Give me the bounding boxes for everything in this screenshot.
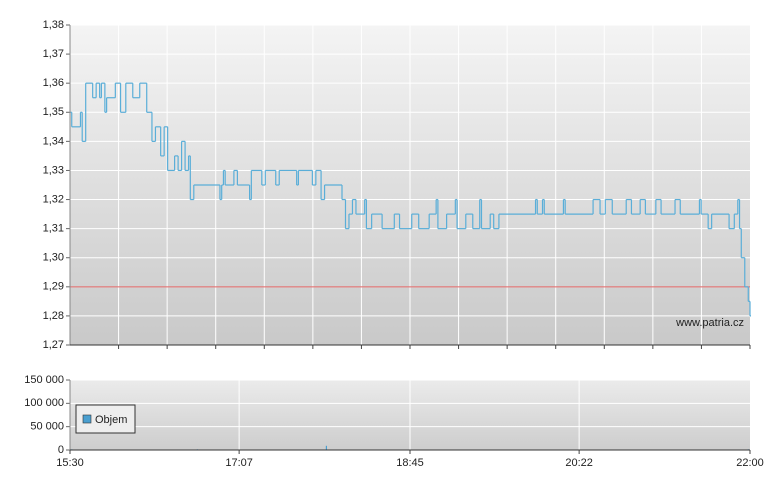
y-tick-label: 1,32 — [43, 193, 64, 205]
y-tick-label: 1,27 — [43, 339, 64, 351]
y-tick-label: 1,34 — [43, 135, 64, 147]
y-tick-label: 1,28 — [43, 310, 64, 322]
y-tick-label: 1,36 — [43, 77, 64, 89]
x-tick-label: 22:00 — [736, 457, 764, 469]
x-tick-label: 17:07 — [225, 457, 253, 469]
y-tick-label: 50 000 — [30, 421, 64, 433]
y-tick-label: 100 000 — [24, 397, 64, 409]
x-tick-label: 15:30 — [56, 457, 84, 469]
legend-swatch — [82, 414, 92, 424]
y-tick-label: 1,35 — [43, 106, 64, 118]
y-tick-label: 1,30 — [43, 252, 64, 264]
legend: Objem — [75, 404, 136, 434]
watermark: www.patria.cz — [675, 317, 744, 329]
y-tick-label: 0 — [58, 444, 64, 456]
y-tick-label: 1,31 — [43, 223, 64, 235]
y-tick-label: 150 000 — [24, 374, 64, 386]
y-tick-label: 1,38 — [43, 19, 64, 31]
x-tick-label: 20:22 — [565, 457, 593, 469]
y-tick-label: 1,33 — [43, 164, 64, 176]
x-tick-label: 18:45 — [396, 457, 424, 469]
legend-label: Objem — [95, 414, 127, 426]
y-tick-label: 1,29 — [43, 281, 64, 293]
volume-bar — [325, 445, 328, 450]
y-tick-label: 1,37 — [43, 48, 64, 60]
